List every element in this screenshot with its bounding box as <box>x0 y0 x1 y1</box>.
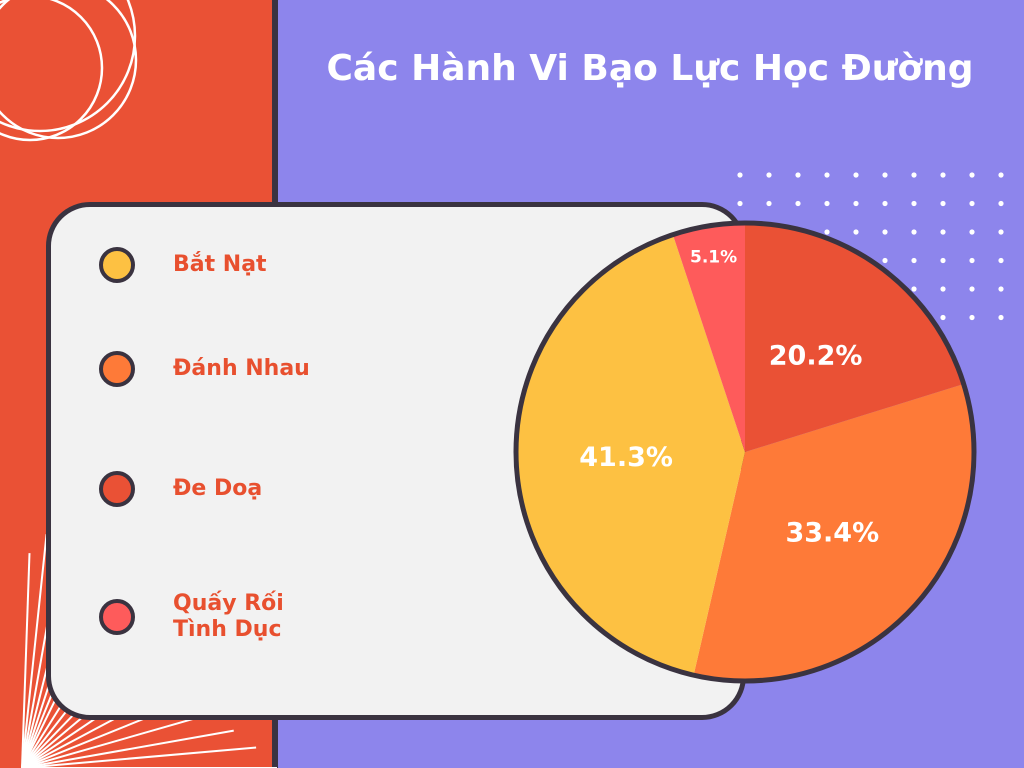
pie-label-1: 33.4% <box>785 518 879 549</box>
pie-outline <box>513 220 977 684</box>
pie-label-3: 5.1% <box>690 248 737 268</box>
legend-item-quay-roi-tinh-duc: Quấy Rối Tình Dục <box>99 591 284 643</box>
pie-slice-0 <box>745 223 964 452</box>
pie-slice-3 <box>672 223 745 452</box>
decorative-circles <box>0 0 138 142</box>
legend-swatch <box>99 247 135 283</box>
legend-item-de-doa: Đe Doạ <box>99 471 262 507</box>
legend-label: Đe Doạ <box>173 476 263 501</box>
legend-swatch <box>99 599 135 635</box>
legend-label: Bắt Nạt <box>173 252 267 277</box>
legend-swatch <box>99 351 135 387</box>
pie-label-2: 41.3% <box>579 442 673 473</box>
pie-label-0: 20.2% <box>769 341 863 372</box>
chart-title: Các Hành Vi Bạo Lực Học Đường <box>326 48 974 89</box>
legend-label: Đánh Nhau <box>173 356 310 381</box>
pie-slice-1 <box>693 383 974 682</box>
legend-item-danh-nhau: Đánh Nhau <box>99 351 310 387</box>
legend-label: Quấy Rối Tình Dục <box>173 591 284 642</box>
pie-slice-2 <box>515 234 745 676</box>
legend-item-bat-nat: Bắt Nạt <box>99 247 267 283</box>
legend-swatch <box>99 471 135 507</box>
